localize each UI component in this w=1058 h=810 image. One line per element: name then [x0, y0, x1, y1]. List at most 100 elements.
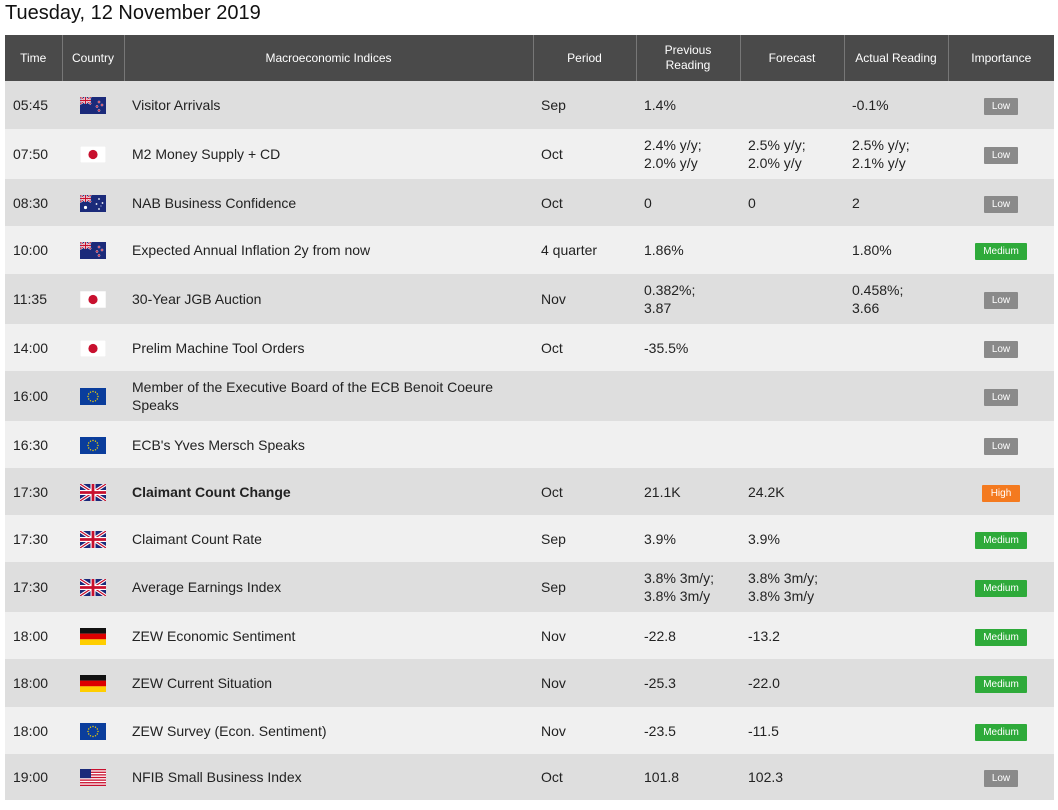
event-name[interactable]: ZEW Current Situation	[124, 659, 533, 707]
previous-reading-line: 101.8	[644, 769, 680, 785]
event-name[interactable]: Claimant Count Change	[124, 468, 533, 515]
event-name[interactable]: Expected Annual Inflation 2y from now	[124, 226, 533, 274]
event-time: 16:00	[5, 371, 62, 421]
importance-cell: Low	[948, 371, 1054, 421]
event-name[interactable]: Member of the Executive Board of the ECB…	[124, 371, 533, 421]
event-time: 19:00	[5, 754, 62, 800]
event-period: Oct	[533, 324, 636, 371]
actual-reading: 2.5% y/y; 2.1% y/y	[844, 129, 948, 179]
event-name[interactable]: ZEW Survey (Econ. Sentiment)	[124, 707, 533, 754]
previous-reading: 0	[636, 179, 740, 226]
importance-cell: Low	[948, 129, 1054, 179]
forecast-value-line: 3.8% 3m/y	[748, 588, 815, 604]
event-name[interactable]: NFIB Small Business Index	[124, 754, 533, 800]
country-cell	[62, 226, 124, 274]
event-name[interactable]: Claimant Count Rate	[124, 515, 533, 562]
actual-reading	[844, 707, 948, 754]
importance-cell: Low	[948, 81, 1054, 129]
previous-reading: 2.4% y/y; 2.0% y/y	[636, 129, 740, 179]
japan-flag-icon	[80, 339, 106, 357]
country-cell	[62, 468, 124, 515]
event-period: Nov	[533, 612, 636, 659]
previous-reading-line: -25.3	[644, 675, 676, 691]
forecast-value	[740, 421, 844, 468]
country-cell	[62, 707, 124, 754]
country-cell	[62, 129, 124, 179]
event-time: 18:00	[5, 707, 62, 754]
country-cell	[62, 371, 124, 421]
forecast-value	[740, 274, 844, 324]
forecast-value-line: 3.8% 3m/y;	[748, 570, 819, 586]
forecast-value-line: 0	[748, 194, 756, 211]
previous-reading: 1.86%	[636, 226, 740, 274]
importance-badge: Low	[984, 770, 1018, 787]
actual-reading	[844, 659, 948, 707]
event-time: 14:00	[5, 324, 62, 371]
importance-badge: Medium	[975, 628, 1027, 646]
actual-reading	[844, 468, 948, 515]
forecast-value: 24.2K	[740, 468, 844, 515]
actual-reading-line: 2.5% y/y;	[852, 137, 910, 153]
previous-reading: -23.5	[636, 707, 740, 754]
table-row: 14:00 Prelim Machine Tool Orders Oct -35.5%…	[5, 324, 1054, 371]
actual-reading-line: 2	[852, 194, 860, 211]
importance-cell: Medium	[948, 226, 1054, 274]
previous-reading-line: -22.8	[644, 627, 676, 644]
japan-flag-icon	[80, 291, 106, 309]
event-name[interactable]: Average Earnings Index	[124, 562, 533, 612]
previous-reading-line: 3.87	[644, 300, 672, 316]
event-time: 05:45	[5, 81, 62, 129]
event-name[interactable]: NAB Business Confidence	[124, 179, 533, 226]
importance-badge: Low	[984, 340, 1018, 358]
previous-reading	[636, 421, 740, 468]
importance-badge: Low	[984, 292, 1018, 309]
country-cell	[62, 515, 124, 562]
actual-reading-line: 3.66	[852, 300, 880, 316]
importance-cell: Medium	[948, 515, 1054, 562]
forecast-value-line: 102.3	[748, 769, 784, 785]
actual-reading	[844, 612, 948, 659]
previous-reading-line: 21.1K	[644, 483, 681, 500]
table-row: 18:00 ZEW Survey (Econ. Sentiment) Nov -23.…	[5, 707, 1054, 754]
header-indices: Macroeconomic Indices	[124, 35, 534, 81]
header-previous-reading: Previous Reading	[636, 35, 741, 81]
importance-cell: Low	[948, 421, 1054, 468]
country-cell	[62, 612, 124, 659]
header-period: Period	[533, 35, 637, 81]
importance-cell: Medium	[948, 659, 1054, 707]
eu-flag-icon	[80, 388, 106, 406]
event-time: 10:00	[5, 226, 62, 274]
actual-reading-line: 1.80%	[852, 242, 892, 258]
previous-reading-line: 1.86%	[644, 242, 684, 258]
actual-reading	[844, 324, 948, 371]
event-period: Oct	[533, 754, 636, 800]
new-zealand-flag-icon	[80, 97, 106, 115]
event-name[interactable]: ECB's Yves Mersch Speaks	[124, 421, 533, 468]
importance-cell: Low	[948, 324, 1054, 371]
forecast-value-line: -22.0	[748, 675, 780, 691]
previous-reading-line: 3.9%	[644, 530, 676, 547]
forecast-value: 102.3	[740, 754, 844, 800]
forecast-value: -13.2	[740, 612, 844, 659]
event-name[interactable]: Prelim Machine Tool Orders	[124, 324, 533, 371]
event-name[interactable]: ZEW Economic Sentiment	[124, 612, 533, 659]
importance-badge: Medium	[975, 531, 1027, 549]
event-name[interactable]: 30-Year JGB Auction	[124, 274, 533, 324]
event-period: Sep	[533, 562, 636, 612]
country-cell	[62, 421, 124, 468]
actual-reading	[844, 754, 948, 800]
event-time: 17:30	[5, 468, 62, 515]
event-period: Sep	[533, 81, 636, 129]
previous-reading-line: 2.4% y/y;	[644, 137, 702, 153]
table-row: 19:00 NFIB Small Business Index Oct 101.8 10…	[5, 754, 1054, 800]
event-time: 17:30	[5, 515, 62, 562]
forecast-value: -11.5	[740, 707, 844, 754]
header-time: Time	[5, 35, 63, 81]
table-row: 10:00 Expected Annual Inflation 2y from n…	[5, 226, 1054, 274]
event-name[interactable]: Visitor Arrivals	[124, 81, 533, 129]
previous-reading-line: -35.5%	[644, 339, 689, 356]
event-name[interactable]: M2 Money Supply + CD	[124, 129, 533, 179]
importance-badge: Low	[984, 389, 1018, 406]
table-row: 08:30 NAB Business Confidence Oct 0 0 2 Low	[5, 179, 1054, 226]
forecast-value: 2.5% y/y; 2.0% y/y	[740, 129, 844, 179]
